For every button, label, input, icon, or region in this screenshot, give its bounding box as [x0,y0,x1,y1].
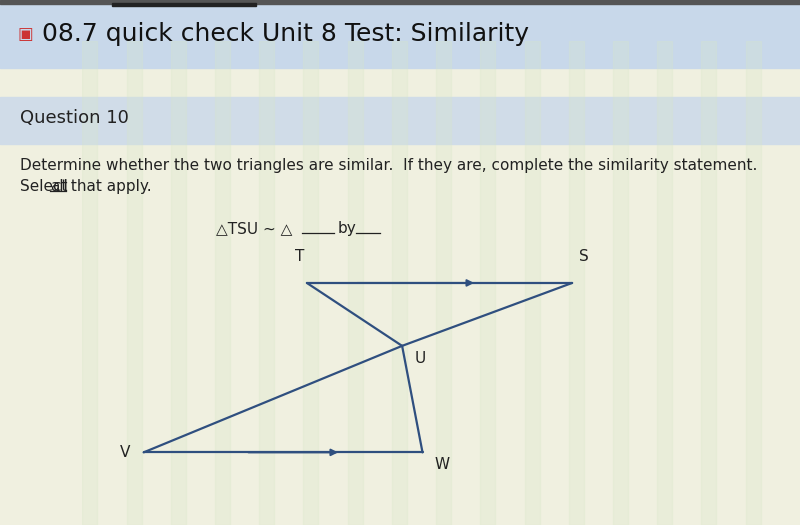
Bar [259,41,274,525]
Bar [126,41,142,525]
Text: ▣: ▣ [18,25,34,43]
Text: that apply.: that apply. [66,179,152,194]
Bar [569,41,584,525]
Text: V: V [120,445,130,460]
Text: T: T [295,248,305,264]
Text: △TSU ~ △: △TSU ~ △ [216,221,292,236]
Bar [82,41,98,525]
Text: W: W [434,457,450,472]
Bar [613,41,628,525]
Text: Determine whether the two triangles are similar.  If they are, complete the simi: Determine whether the two triangles are … [20,158,758,173]
Text: S: S [579,248,589,264]
Text: Select: Select [20,179,72,194]
Bar [657,41,672,525]
Text: U: U [414,351,426,366]
Bar [392,41,407,525]
Text: 08.7 quick check Unit 8 Test: Similarity: 08.7 quick check Unit 8 Test: Similarity [42,22,529,46]
Text: by: by [338,221,356,236]
Bar [702,41,716,525]
Bar [171,41,186,525]
Bar [215,41,230,525]
Bar [525,41,539,525]
Bar [746,41,761,525]
Bar [436,41,451,525]
Bar [480,41,495,525]
Text: all: all [50,179,68,194]
Text: Question 10: Question 10 [20,109,129,127]
Bar [303,41,318,525]
Bar [348,41,362,525]
